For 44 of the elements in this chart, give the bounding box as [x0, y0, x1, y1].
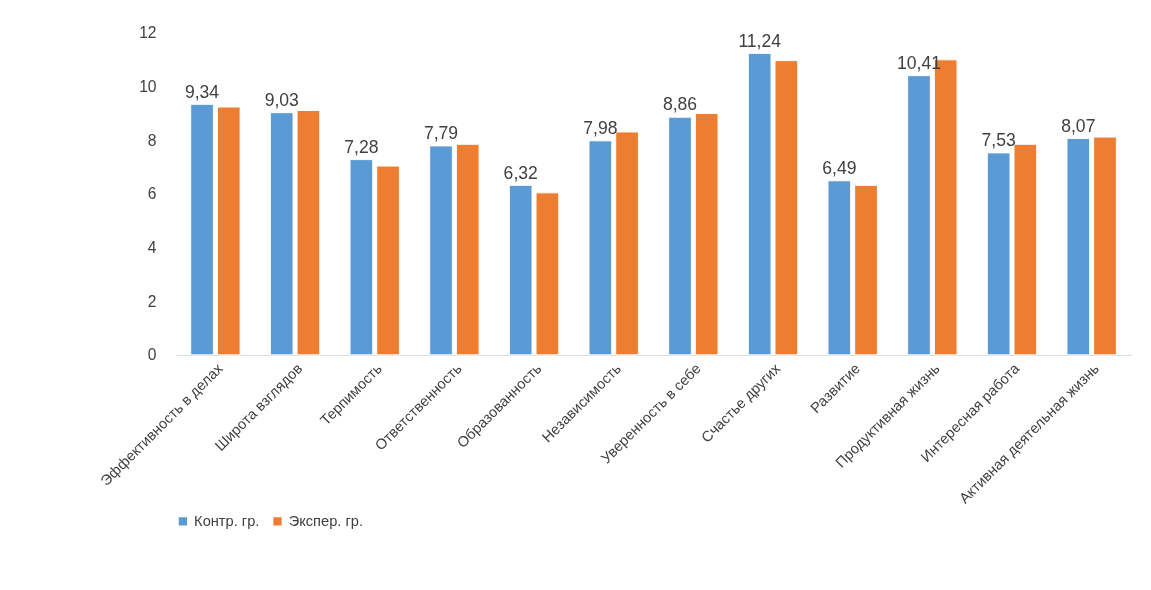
data-label: 8,86	[662, 94, 698, 115]
bar	[269, 112, 294, 356]
data-label: 6,49	[822, 157, 857, 178]
bar	[455, 143, 480, 356]
legend-label: Экспер. гр.	[288, 513, 363, 530]
data-label: 11,24	[738, 30, 782, 51]
data-label: 7,98	[583, 117, 618, 138]
bar	[429, 145, 453, 356]
y-tick-label: 4	[147, 238, 157, 256]
data-label: 6,32	[503, 162, 538, 183]
bar	[1066, 137, 1091, 356]
bar	[349, 159, 374, 356]
y-tick-label: 6	[147, 185, 157, 203]
data-label: 7,53	[981, 130, 1016, 151]
bar	[854, 184, 878, 356]
bar	[747, 52, 772, 356]
bar	[827, 180, 852, 356]
bar	[986, 152, 1011, 356]
bar	[588, 140, 613, 356]
y-tick-label: 10	[139, 78, 157, 95]
data-label: 9,34	[184, 81, 220, 102]
bar	[508, 184, 533, 356]
y-tick-label: 0	[147, 346, 157, 364]
bar	[190, 103, 214, 356]
bar	[216, 106, 241, 356]
bar	[376, 165, 400, 356]
legend-label: Контр. гр.	[194, 513, 260, 530]
bar	[694, 112, 719, 356]
data-label: 8,07	[1061, 115, 1096, 136]
bar	[774, 60, 799, 356]
bar	[296, 110, 321, 356]
bar	[907, 75, 931, 356]
bar	[535, 192, 560, 356]
y-tick-label: 8	[147, 131, 157, 149]
bar	[1013, 143, 1038, 356]
y-tick-label: 12	[139, 24, 157, 42]
bar	[1093, 136, 1117, 356]
data-label: 9,03	[264, 89, 299, 110]
bar	[615, 131, 639, 356]
y-tick-label: 2	[147, 292, 157, 310]
data-label: 7,28	[344, 136, 379, 157]
bar	[668, 116, 692, 356]
data-label: 7,79	[423, 123, 459, 144]
data-label: 10,41	[897, 52, 941, 73]
